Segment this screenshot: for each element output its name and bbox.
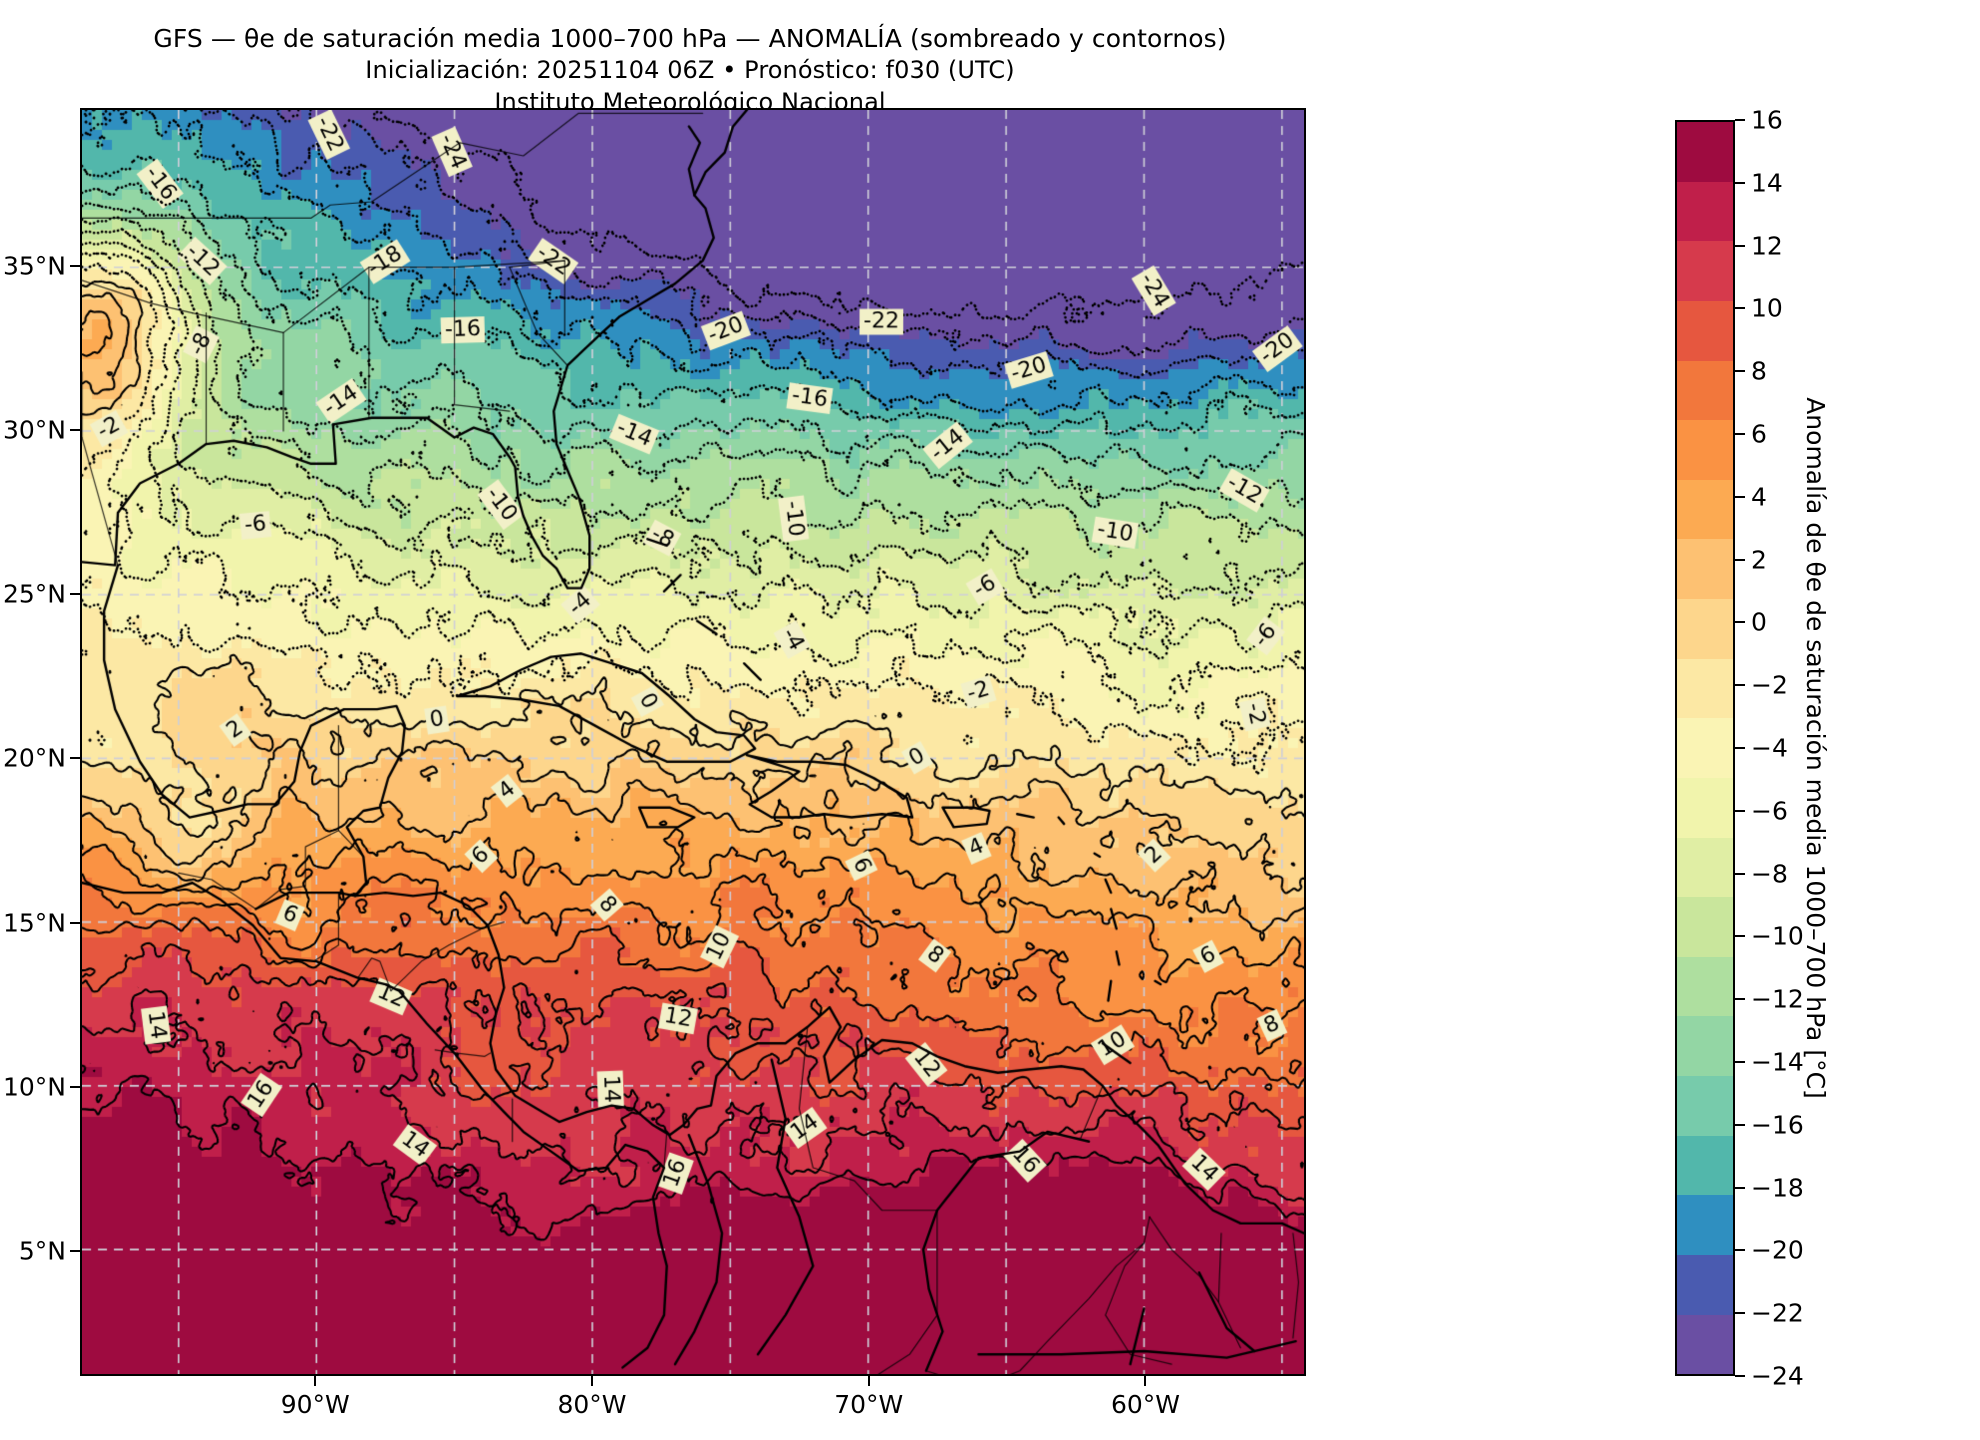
anomaly-field-canvas — [82, 110, 1304, 1374]
page-title: GFS — θe de saturación media 1000–700 hP… — [153, 24, 1227, 53]
colorbar-tick-label: −6 — [1751, 796, 1788, 826]
colorbar-tick-mark — [1735, 1249, 1745, 1252]
colorbar-tick-mark — [1735, 684, 1745, 687]
colorbar-band — [1677, 837, 1733, 898]
colorbar-tick-mark — [1735, 433, 1745, 435]
y-axis-tick-mark — [70, 428, 80, 431]
colorbar-tick-label: 0 — [1751, 607, 1767, 637]
y-axis-tick-mark — [70, 757, 80, 760]
colorbar-tick-mark — [1735, 621, 1745, 624]
colorbar-tick-mark — [1735, 809, 1745, 812]
colorbar-tick-label: 16 — [1751, 105, 1783, 135]
colorbar-band — [1677, 1314, 1733, 1375]
y-axis-tick-mark — [70, 264, 80, 267]
colorbar-container: 16 14 12 10 8 6 4 2 0 −2 −4 −6 −8 −10 −12 −14 −16 −18 −20 −… — [1675, 106, 1804, 1391]
y-axis-tick-20°N: 20°N — [2, 743, 66, 773]
colorbar-tick-mark — [1735, 1186, 1745, 1189]
colorbar-tick-mark — [1735, 558, 1745, 561]
x-axis-tick-mark — [1144, 1376, 1147, 1386]
figure-title-block: GFS — θe de saturación media 1000–700 hP… — [0, 22, 1380, 118]
colorbar-tick-label: 2 — [1751, 545, 1767, 575]
colorbar-tick-mark — [1735, 747, 1745, 749]
colorbar-band — [1677, 241, 1733, 301]
colorbar-tick-label: −12 — [1751, 984, 1804, 1014]
colorbar-band — [1677, 777, 1733, 838]
colorbar-tick-label: 10 — [1751, 293, 1783, 323]
colorbar-band — [1677, 479, 1733, 540]
colorbar-tick-mark — [1735, 998, 1745, 1001]
colorbar-tick-label: −8 — [1751, 859, 1788, 889]
colorbar-tick-mark — [1735, 935, 1745, 938]
title-subtitle-init-forecast: Inicialización: 20251104 06Z • Pronóstic… — [365, 56, 1015, 84]
colorbar-tick-mark — [1735, 119, 1745, 121]
colorbar-tick-mark — [1735, 1375, 1745, 1377]
y-axis-tick-35°N: 35°N — [2, 251, 66, 281]
colorbar-tick-mark — [1735, 1061, 1745, 1063]
colorbar-tick-label: −18 — [1751, 1173, 1804, 1203]
colorbar-band — [1677, 122, 1733, 182]
y-axis-tick-25°N: 25°N — [2, 579, 66, 609]
colorbar-band — [1677, 1076, 1733, 1136]
colorbar-band — [1677, 360, 1733, 421]
colorbar-tick-label: −10 — [1751, 921, 1804, 951]
colorbar-tick-label: 12 — [1751, 231, 1783, 261]
colorbar-tick-label: −22 — [1751, 1298, 1804, 1328]
colorbar-band — [1677, 956, 1733, 1017]
colorbar-tick-label: −16 — [1751, 1110, 1804, 1140]
map-plot-area — [80, 108, 1306, 1376]
colorbar-tick-mark — [1735, 370, 1745, 373]
colorbar-band — [1677, 658, 1733, 719]
y-axis-tick-30°N: 30°N — [2, 415, 66, 445]
colorbar-gradient — [1675, 120, 1735, 1376]
colorbar-band — [1677, 539, 1733, 599]
y-axis-tick-mark — [70, 1085, 80, 1088]
colorbar-tick-label: 6 — [1751, 419, 1767, 449]
y-axis-tick-5°N: 5°N — [18, 1236, 66, 1266]
colorbar-band — [1677, 1254, 1733, 1315]
x-axis-tick-mark — [867, 1376, 870, 1386]
colorbar-tick-mark — [1735, 181, 1745, 184]
colorbar-tick-label: 4 — [1751, 482, 1767, 512]
colorbar-tick-mark — [1735, 244, 1745, 247]
colorbar-band — [1677, 718, 1733, 778]
y-axis-tick-10°N: 10°N — [2, 1072, 66, 1102]
colorbar-band — [1677, 1135, 1733, 1196]
colorbar-band — [1677, 1016, 1733, 1076]
x-axis-tick-60°W: 60°W — [1110, 1390, 1180, 1419]
y-axis-tick-mark — [70, 921, 80, 924]
colorbar-tick-mark — [1735, 1123, 1745, 1126]
y-axis-tick-mark — [70, 593, 80, 596]
colorbar-tick-label: −24 — [1751, 1361, 1804, 1391]
colorbar-tick-label: 8 — [1751, 356, 1767, 386]
x-axis-tick-90°W: 90°W — [280, 1390, 350, 1419]
x-axis-tick-80°W: 80°W — [557, 1390, 627, 1419]
x-axis-tick-mark — [590, 1376, 593, 1386]
y-axis-tick-15°N: 15°N — [2, 908, 66, 938]
colorbar-tick-label: −4 — [1751, 733, 1788, 763]
colorbar-tick-mark — [1735, 872, 1745, 875]
colorbar-band — [1677, 181, 1733, 242]
colorbar-band — [1677, 897, 1733, 957]
colorbar-band — [1677, 420, 1733, 480]
x-axis-tick-mark — [314, 1376, 317, 1386]
x-axis-tick-70°W: 70°W — [834, 1390, 904, 1419]
colorbar-tick-mark — [1735, 495, 1745, 498]
colorbar-tick-mark — [1735, 307, 1745, 310]
colorbar-tick-label: 14 — [1751, 168, 1783, 198]
colorbar-tick-label: −20 — [1751, 1235, 1804, 1265]
colorbar-tick-label: −2 — [1751, 670, 1788, 700]
colorbar-band — [1677, 1195, 1733, 1255]
colorbar-band — [1677, 300, 1733, 361]
colorbar-tick-mark — [1735, 1312, 1745, 1315]
y-axis-tick-mark — [70, 1250, 80, 1253]
colorbar-axis-label: Anomalía de θe de saturación media 1000–… — [1801, 397, 1830, 1099]
colorbar-band — [1677, 599, 1733, 659]
colorbar-tick-label: −14 — [1751, 1047, 1804, 1077]
